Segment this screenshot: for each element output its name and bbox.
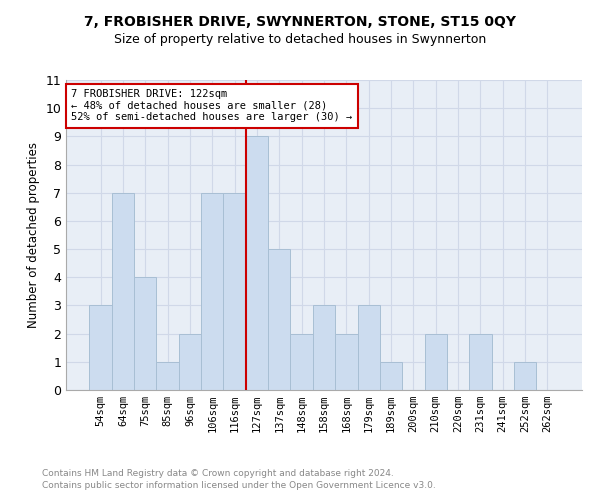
Bar [112, 192, 134, 390]
Bar [134, 278, 157, 390]
Bar [425, 334, 447, 390]
Text: Contains HM Land Registry data © Crown copyright and database right 2024.: Contains HM Land Registry data © Crown c… [42, 468, 394, 477]
Bar [201, 192, 223, 390]
Text: Contains public sector information licensed under the Open Government Licence v3: Contains public sector information licen… [42, 481, 436, 490]
Bar [89, 306, 112, 390]
Bar [335, 334, 358, 390]
Bar [514, 362, 536, 390]
Bar [223, 192, 246, 390]
Bar [268, 249, 290, 390]
Y-axis label: Number of detached properties: Number of detached properties [27, 142, 40, 328]
Bar [313, 306, 335, 390]
Text: 7, FROBISHER DRIVE, SWYNNERTON, STONE, ST15 0QY: 7, FROBISHER DRIVE, SWYNNERTON, STONE, S… [84, 15, 516, 29]
Bar [179, 334, 201, 390]
Bar [290, 334, 313, 390]
Text: 7 FROBISHER DRIVE: 122sqm
← 48% of detached houses are smaller (28)
52% of semi-: 7 FROBISHER DRIVE: 122sqm ← 48% of detac… [71, 90, 352, 122]
Text: Size of property relative to detached houses in Swynnerton: Size of property relative to detached ho… [114, 32, 486, 46]
Bar [469, 334, 491, 390]
Bar [358, 306, 380, 390]
Bar [157, 362, 179, 390]
Bar [380, 362, 402, 390]
Bar [246, 136, 268, 390]
